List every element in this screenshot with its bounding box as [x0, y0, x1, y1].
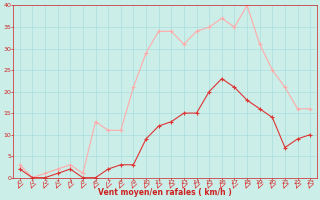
X-axis label: Vent moyen/en rafales ( km/h ): Vent moyen/en rafales ( km/h ) [98, 188, 232, 197]
